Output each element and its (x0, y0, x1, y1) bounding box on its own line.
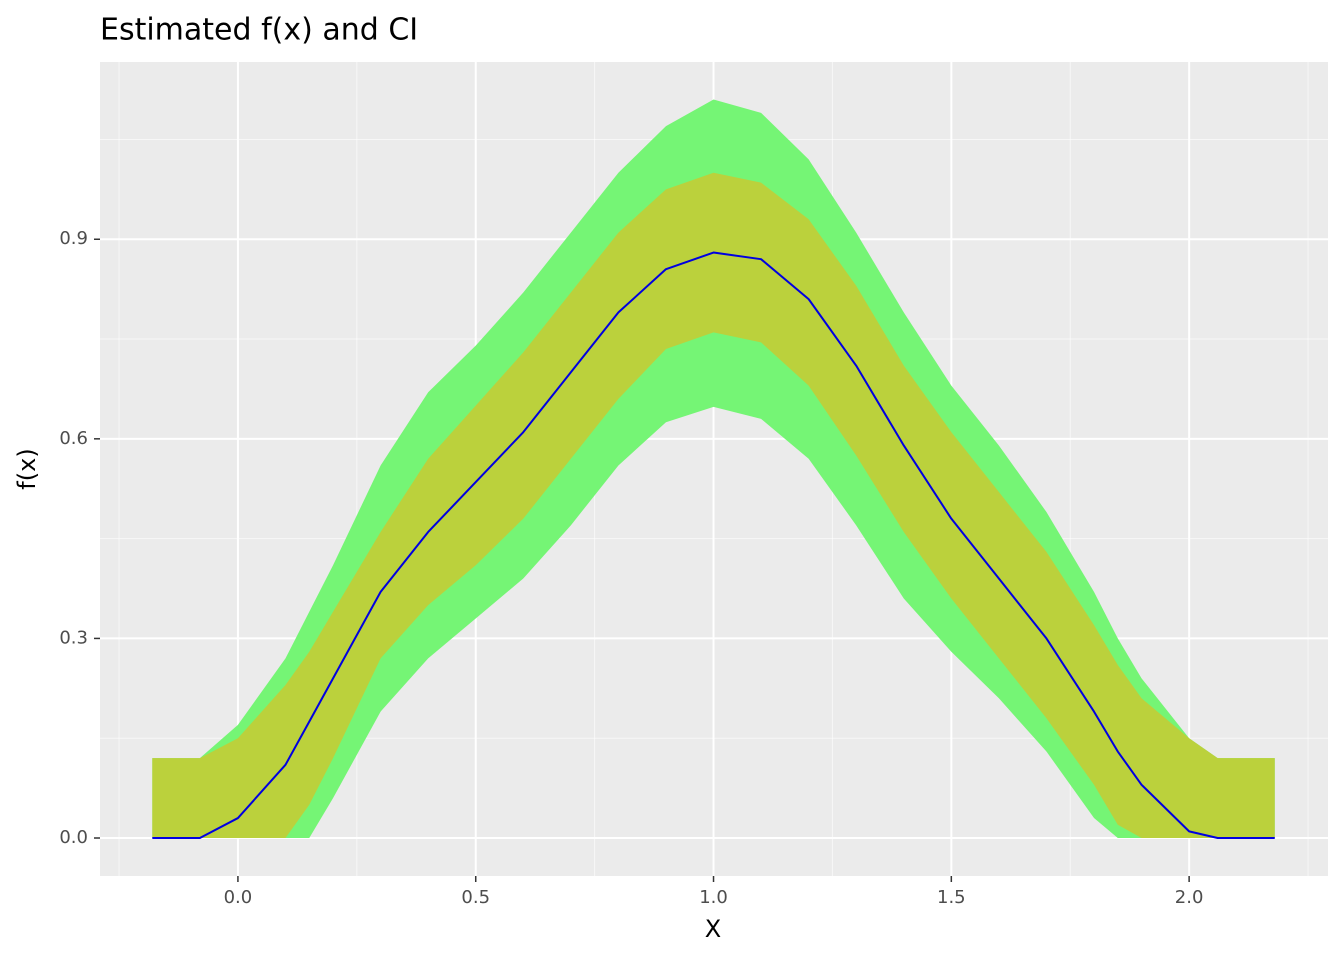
y-tick-label: 0.9 (59, 228, 88, 249)
y-tick-label: 0.0 (59, 827, 88, 848)
x-tick-label: 0.0 (224, 887, 253, 908)
x-axis-label: X (705, 915, 721, 943)
x-tick-label: 1.0 (699, 887, 728, 908)
chart-title: Estimated f(x) and CI (100, 13, 418, 48)
confidence-band (152, 172, 1275, 839)
x-tick-label: 2.0 (1175, 887, 1204, 908)
fit-line (152, 251, 1275, 840)
y-tick-label: 0.3 (59, 627, 88, 648)
confidence-band (152, 99, 1275, 839)
y-tick-label: 0.6 (59, 428, 88, 449)
y-axis-label: f(x) (13, 448, 41, 489)
x-tick-label: 0.5 (461, 887, 490, 908)
x-tick-label: 1.5 (937, 887, 966, 908)
